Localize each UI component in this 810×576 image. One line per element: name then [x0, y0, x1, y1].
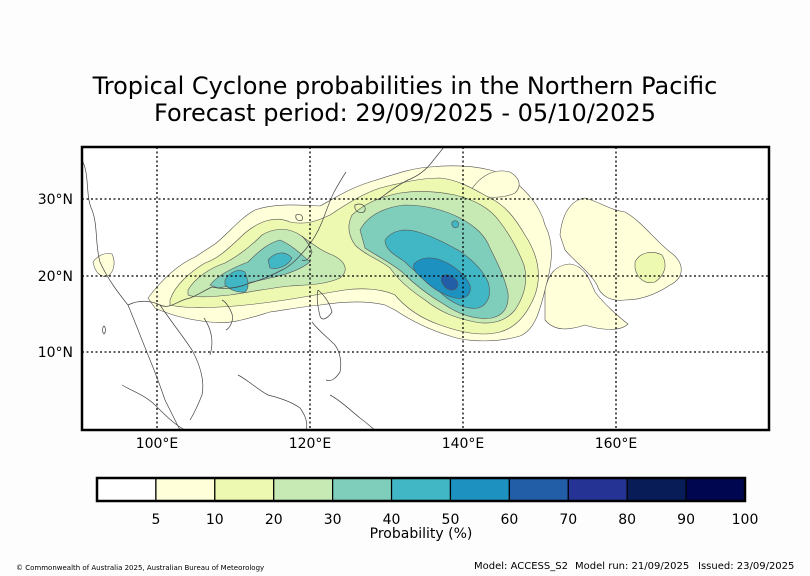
colorbar-tick-label: 80 [618, 512, 636, 528]
colorbar-swatch [332, 477, 393, 502]
colorbar-tick-label: 90 [677, 512, 695, 528]
colorbar-swatch [96, 477, 157, 502]
map-frame [80, 145, 771, 432]
colorbar-tick-label: 5 [151, 512, 160, 528]
graticule [82, 147, 769, 430]
colorbar-tick-label: 100 [732, 512, 759, 528]
colorbar [96, 477, 746, 502]
colorbar-tick-label: 40 [383, 512, 401, 528]
colorbar-frame [95, 476, 747, 503]
coastlines [82, 147, 445, 430]
lon-label-100: 100°E [136, 436, 179, 452]
issued-date: Issued: 23/09/2025 [698, 561, 795, 572]
colorbar-tick-label: 20 [265, 512, 283, 528]
lat-label-10: 10°N [38, 345, 73, 361]
colorbar-tick-label: 30 [324, 512, 342, 528]
colorbar-swatch [508, 477, 569, 502]
colorbar-ticks: 5 10 20 30 40 50 60 70 80 90 100 [151, 512, 758, 528]
colorbar-tick-label: 60 [500, 512, 518, 528]
map-title-line1: Tropical Cyclone probabilities in the No… [92, 72, 718, 100]
colorbar-swatch [685, 477, 746, 502]
colorbar-swatch [155, 477, 216, 502]
lon-label-160: 160°E [595, 436, 638, 452]
colorbar-swatch [567, 477, 628, 502]
colorbar-label: Probability (%) [370, 526, 473, 542]
colorbar-tick-label: 10 [206, 512, 224, 528]
copyright-note: © Commonwealth of Australia 2025, Austra… [16, 564, 265, 572]
colorbar-tick-label: 50 [442, 512, 460, 528]
colorbar-swatch [449, 477, 510, 502]
lon-label-120: 120°E [289, 436, 332, 452]
lat-label-30: 30°N [38, 192, 73, 208]
model-name: Model: ACCESS_S2 [474, 561, 568, 572]
lon-label-140: 140°E [442, 436, 485, 452]
map-title-line2: Forecast period: 29/09/2025 - 05/10/2025 [154, 99, 656, 127]
lat-label-20: 20°N [38, 269, 73, 285]
contour-60-70 [440, 274, 459, 291]
colorbar-swatch [273, 477, 334, 502]
model-run-date: Model run: 21/09/2025 [575, 561, 690, 572]
colorbar-swatch [626, 477, 687, 502]
colorbar-swatch [214, 477, 275, 502]
colorbar-tick-label: 70 [559, 512, 577, 528]
colorbar-swatch [390, 477, 452, 502]
